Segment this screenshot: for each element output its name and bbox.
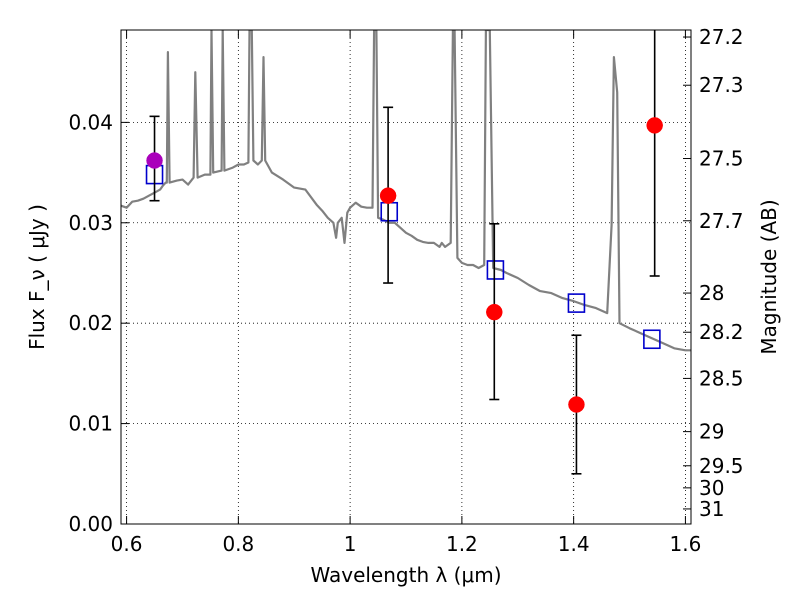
- right-tick-label: 28: [699, 281, 724, 305]
- right-tick-label: 29: [699, 420, 724, 444]
- right-tick-label: 30: [699, 476, 724, 500]
- x-tick-label: 1.6: [670, 532, 702, 556]
- right-axis-label: Magnitude (AB): [757, 199, 781, 354]
- grid: [121, 30, 691, 525]
- x-tick-label: 1.4: [558, 532, 590, 556]
- data-layer: [121, 30, 691, 352]
- observed-point: [486, 303, 503, 321]
- model-photometry-marker: [380, 201, 399, 222]
- y-tick-label: 0.04: [68, 110, 113, 134]
- error-bars: [145, 30, 663, 475]
- y-tick-label: 0.03: [68, 211, 113, 235]
- y-tick-label: 0.00: [68, 512, 113, 536]
- x-tick-label: 1: [344, 532, 357, 556]
- y-tick-label: 0.02: [68, 311, 113, 335]
- right-tick-label: 27.2: [699, 25, 744, 49]
- right-tick-label: 29.5: [699, 454, 744, 478]
- observed-point: [646, 117, 663, 134]
- right-tick-label: 27.5: [699, 147, 744, 171]
- axis-ticks: 0.6 0.8 1 1.2 1.4 1.6 0.00 0.01 0.02 0.03 0.04 27.2…: [68, 25, 743, 556]
- model-photometry-marker: [643, 329, 661, 350]
- x-tick-label: 1.2: [446, 532, 478, 556]
- observed-point: [146, 152, 163, 169]
- right-tick-label: 27.7: [699, 209, 744, 233]
- observed-point: [568, 396, 585, 413]
- x-tick-label: 0.6: [111, 532, 143, 556]
- y-axis-label: Flux F_ν ( μJy ): [25, 204, 49, 350]
- y-tick-label: 0.01: [68, 412, 113, 436]
- x-axis-label: Wavelength λ (μm): [310, 563, 501, 587]
- right-tick-label: 28.5: [699, 366, 744, 390]
- right-tick-label: 28.2: [699, 320, 744, 344]
- x-tick-label: 0.8: [222, 532, 254, 556]
- model-photometry-marker: [486, 260, 505, 280]
- model-spectrum-line: [121, 30, 691, 352]
- model-photometry-marker: [567, 293, 586, 313]
- right-tick-label: 31: [699, 497, 724, 521]
- observed-point: [379, 187, 397, 204]
- plot-frame: [120, 29, 692, 525]
- right-tick-label: 27.3: [699, 73, 744, 97]
